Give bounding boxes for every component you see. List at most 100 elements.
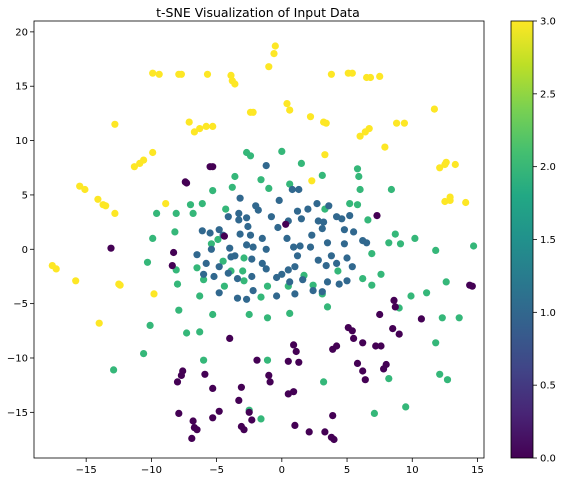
data-point-class-1 <box>325 202 333 210</box>
data-point-class-1 <box>246 231 255 239</box>
data-point-class-3 <box>162 200 170 208</box>
data-point-class-2 <box>214 235 222 244</box>
data-point-class-0 <box>209 384 217 392</box>
data-point-class-0 <box>220 232 228 240</box>
data-point-class-3 <box>227 71 235 79</box>
data-point-class-1 <box>286 278 294 286</box>
data-point-class-1 <box>248 272 256 281</box>
data-point-class-2 <box>196 292 204 300</box>
y-tick-label: 0 <box>22 245 28 256</box>
data-point-class-2 <box>309 281 317 289</box>
data-point-class-2 <box>432 339 440 347</box>
data-point-class-0 <box>226 334 234 342</box>
data-point-class-2 <box>385 375 393 383</box>
data-point-class-3 <box>286 106 294 114</box>
data-point-class-0 <box>240 426 248 434</box>
data-point-class-2 <box>257 293 265 301</box>
data-point-class-1 <box>243 241 251 249</box>
data-point-class-2 <box>377 270 385 278</box>
data-point-class-2 <box>265 184 273 192</box>
data-point-class-0 <box>292 347 300 356</box>
data-point-class-0 <box>373 212 381 220</box>
data-point-class-1 <box>308 231 316 239</box>
data-points <box>48 42 478 444</box>
data-point-class-0 <box>305 428 313 436</box>
data-point-class-2 <box>231 172 239 181</box>
data-point-class-2 <box>320 378 328 386</box>
data-point-class-1 <box>306 243 315 251</box>
data-point-class-1 <box>338 215 346 223</box>
data-point-class-2 <box>436 370 444 378</box>
data-point-class-0 <box>173 378 182 386</box>
data-point-class-3 <box>202 122 210 130</box>
data-point-class-1 <box>304 205 312 213</box>
data-point-class-0 <box>266 378 274 386</box>
data-point-class-2 <box>245 310 253 319</box>
data-point-class-2 <box>368 250 376 258</box>
data-point-class-1 <box>335 280 343 288</box>
data-point-class-0 <box>290 388 298 396</box>
data-point-class-0 <box>183 179 191 187</box>
data-point-class-3 <box>203 70 212 78</box>
data-point-class-2 <box>263 314 272 322</box>
data-point-class-1 <box>200 270 208 278</box>
data-point-class-3 <box>306 113 315 121</box>
data-point-class-1 <box>207 245 215 253</box>
data-point-class-1 <box>267 213 275 221</box>
data-point-class-1 <box>231 252 239 260</box>
colorbar-tick-label: 1.5 <box>540 235 556 246</box>
data-point-class-1 <box>233 294 242 302</box>
data-point-class-1 <box>284 266 292 274</box>
data-point-class-2 <box>442 278 450 286</box>
data-point-class-1 <box>244 222 252 231</box>
data-point-class-1 <box>258 259 266 267</box>
y-tick-label: 10 <box>15 136 28 147</box>
y-tick-label: 5 <box>22 190 28 201</box>
data-point-class-3 <box>271 42 279 50</box>
colorbar-tick-label: 2.5 <box>540 89 556 100</box>
data-point-class-2 <box>407 292 415 300</box>
data-point-class-2 <box>171 228 179 236</box>
data-point-class-0 <box>290 341 298 349</box>
data-point-class-1 <box>350 228 358 236</box>
data-point-class-2 <box>146 321 154 329</box>
data-point-class-0 <box>168 262 176 270</box>
x-tick-label: 5 <box>344 465 350 476</box>
data-point-class-3 <box>81 185 89 194</box>
data-point-class-2 <box>219 257 227 265</box>
data-point-class-3 <box>76 182 84 190</box>
data-point-class-2 <box>228 183 236 191</box>
data-point-class-3 <box>376 72 384 80</box>
data-point-class-1 <box>198 227 206 235</box>
data-point-class-0 <box>253 356 261 364</box>
data-point-class-2 <box>297 159 305 167</box>
data-point-class-2 <box>364 216 372 224</box>
data-point-class-1 <box>274 223 282 232</box>
data-point-class-1 <box>206 229 214 237</box>
data-point-class-1 <box>318 225 326 233</box>
data-point-class-1 <box>236 194 244 202</box>
data-point-class-0 <box>348 327 356 335</box>
colorbar <box>510 20 534 459</box>
data-point-class-3 <box>451 160 459 169</box>
y-axis: −15 −10 −5 0 5 10 15 20 <box>7 27 34 419</box>
data-point-class-0 <box>359 339 367 347</box>
data-point-class-1 <box>202 259 210 267</box>
data-point-class-1 <box>343 254 351 262</box>
colorbar-tick-label: 2.0 <box>540 162 556 173</box>
data-point-class-1 <box>295 185 303 194</box>
data-point-class-1 <box>309 287 317 295</box>
data-point-class-0 <box>201 370 209 378</box>
data-point-class-3 <box>149 69 157 77</box>
y-tick-label: 15 <box>15 82 28 93</box>
data-point-class-2 <box>220 282 228 290</box>
data-point-class-1 <box>283 234 291 242</box>
data-point-class-3 <box>348 69 356 77</box>
data-point-class-1 <box>333 259 341 267</box>
data-point-class-1 <box>262 265 270 273</box>
data-point-class-2 <box>189 209 197 217</box>
data-point-class-1 <box>322 262 330 270</box>
y-tick-label: 20 <box>15 27 28 38</box>
